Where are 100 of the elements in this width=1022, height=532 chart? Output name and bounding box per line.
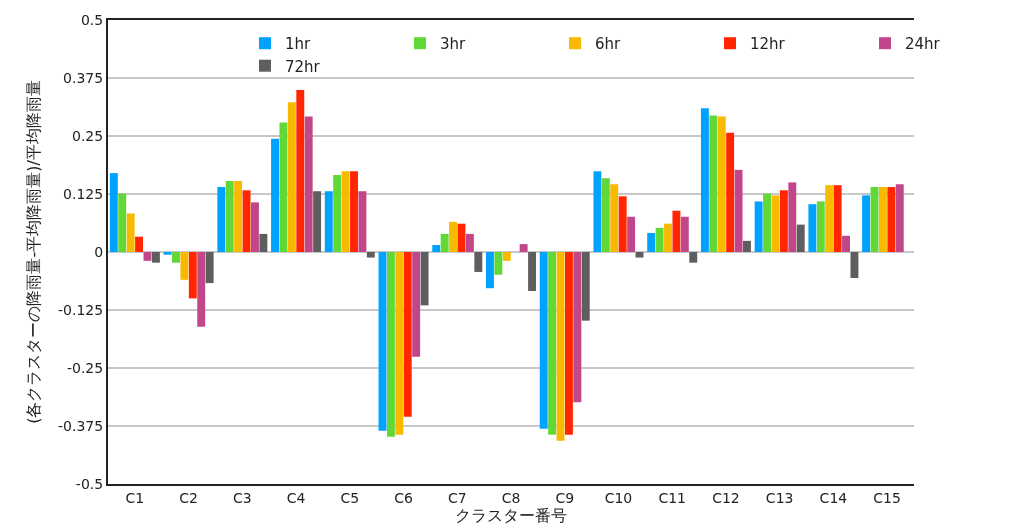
bar xyxy=(726,132,735,252)
bar xyxy=(350,171,358,252)
bar xyxy=(494,252,503,275)
y-tick-label: -0.125 xyxy=(58,301,104,318)
bar xyxy=(188,252,197,299)
x-tick-label: C15 xyxy=(873,489,901,506)
bar xyxy=(287,102,296,252)
x-tick-label: C9 xyxy=(555,489,575,506)
x-tick-label: C1 xyxy=(125,489,145,506)
bar xyxy=(796,224,805,252)
bar xyxy=(403,252,412,417)
bar xyxy=(151,252,160,263)
bar xyxy=(680,216,689,252)
bar xyxy=(197,252,206,327)
x-tick-label: C12 xyxy=(712,489,740,506)
bar xyxy=(449,221,458,252)
bar xyxy=(205,252,214,284)
x-tick-label: C6 xyxy=(394,489,413,506)
x-axis-title: クラスター番号 xyxy=(455,505,567,525)
legend-label: 24hr xyxy=(905,35,941,54)
bar xyxy=(850,252,859,278)
bar xyxy=(172,252,180,263)
legend-label: 6hr xyxy=(595,35,622,54)
bar xyxy=(788,182,797,252)
bar xyxy=(754,201,763,252)
bar xyxy=(627,216,636,252)
bar xyxy=(647,232,656,252)
y-tick-label: 0.125 xyxy=(63,185,104,202)
bar xyxy=(242,190,251,252)
y-tick-label: -0.25 xyxy=(66,359,104,376)
x-tick-label: C2 xyxy=(179,489,198,506)
bar xyxy=(610,184,619,252)
bar xyxy=(842,235,850,252)
bar xyxy=(779,190,788,252)
bar xyxy=(808,204,817,252)
bar xyxy=(474,252,483,272)
y-axis-title: (各クラスターの降雨量-平均降雨量)/平均降雨量 xyxy=(24,80,44,424)
bar xyxy=(717,116,726,252)
x-tick-label: C7 xyxy=(447,489,467,506)
bar xyxy=(217,187,226,252)
bar xyxy=(395,252,404,435)
bar xyxy=(341,171,350,252)
bar xyxy=(251,202,259,252)
x-tick-label: C10 xyxy=(604,489,633,506)
bar xyxy=(440,233,449,252)
bar xyxy=(333,174,342,252)
bar xyxy=(259,233,268,252)
bar xyxy=(234,181,243,252)
y-tick-label: -0.375 xyxy=(58,417,104,434)
bar xyxy=(618,196,627,252)
bar xyxy=(862,195,871,252)
bar xyxy=(564,252,573,435)
x-tick-label: C14 xyxy=(819,489,848,506)
x-tick-label: C13 xyxy=(765,489,794,506)
legend-label: 72hr xyxy=(285,57,321,76)
y-tick-label: 0.25 xyxy=(72,127,104,144)
bar xyxy=(366,252,375,258)
bar xyxy=(709,115,718,252)
bar xyxy=(593,171,602,252)
x-tick-label: C4 xyxy=(286,489,306,506)
bar xyxy=(635,252,644,258)
bar xyxy=(432,245,441,252)
bar xyxy=(519,244,528,252)
bar xyxy=(581,252,590,321)
bar xyxy=(126,213,135,252)
bar xyxy=(412,252,421,357)
bar xyxy=(655,227,664,252)
y-tick-label: -0.5 xyxy=(75,475,104,492)
bar xyxy=(304,116,313,252)
bar xyxy=(672,210,681,252)
bar xyxy=(143,252,152,261)
bar xyxy=(743,240,751,252)
bar xyxy=(700,108,709,252)
x-tick-label: C3 xyxy=(232,489,252,506)
bar xyxy=(313,191,322,252)
bar xyxy=(135,236,144,252)
bar xyxy=(109,173,118,252)
bar xyxy=(734,169,743,252)
bar xyxy=(118,193,127,252)
bar xyxy=(573,252,582,403)
bar xyxy=(296,90,305,252)
x-tick-label: C8 xyxy=(501,489,521,506)
bar xyxy=(601,178,610,252)
bar xyxy=(180,252,189,280)
bar xyxy=(271,138,279,252)
x-tick-label: C5 xyxy=(340,489,360,506)
bar xyxy=(358,191,367,252)
bar xyxy=(763,193,771,252)
bar xyxy=(324,191,333,252)
legend-label: 1hr xyxy=(285,35,312,54)
bar xyxy=(887,187,896,252)
bar xyxy=(689,252,698,263)
bar xyxy=(465,233,474,252)
bar xyxy=(548,252,557,435)
y-tick-label: 0.375 xyxy=(63,69,104,86)
bar xyxy=(486,252,494,289)
y-tick-label: 0 xyxy=(94,243,104,260)
bar xyxy=(816,201,825,252)
bar xyxy=(528,252,536,291)
bar xyxy=(279,122,288,252)
